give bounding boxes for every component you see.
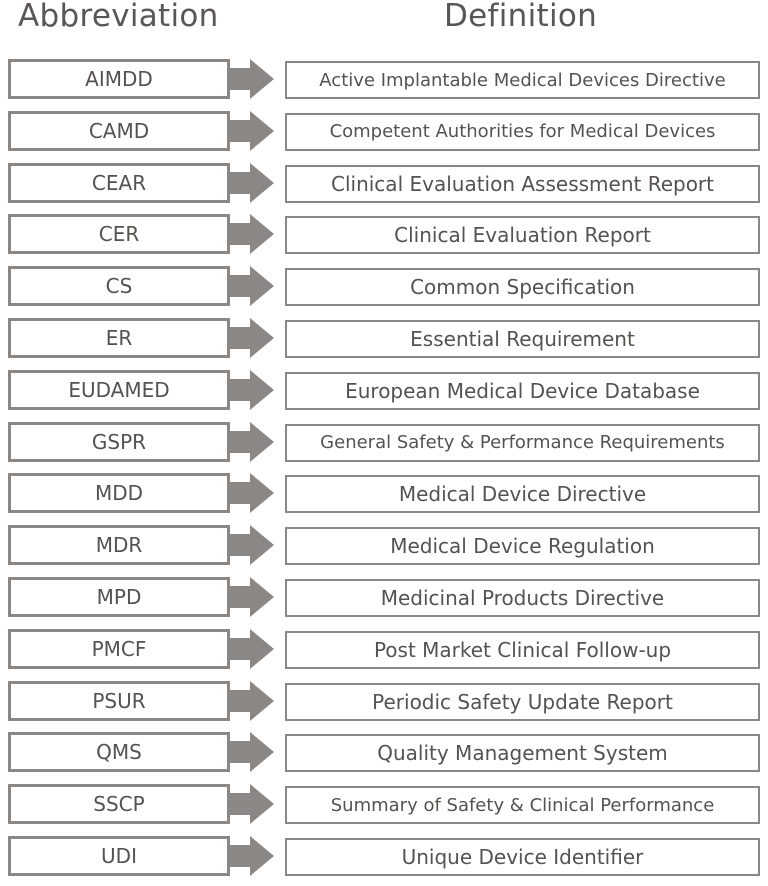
definition-box: Common Specification [285, 268, 760, 307]
arrow-right-icon [230, 266, 274, 307]
definition-box: Post Market Clinical Follow-up [285, 630, 760, 669]
arrow-right-icon [230, 836, 274, 876]
definition-box: Medicinal Products Directive [285, 579, 760, 617]
arrow-right-icon [230, 110, 274, 151]
abbreviation-row: SSCP Summary of Safety & Clinical Perfor… [0, 784, 768, 826]
arrow-right-icon [230, 525, 274, 566]
abbreviation-box: CEAR [8, 162, 230, 203]
abbreviation-box: SSCP [8, 784, 230, 825]
abbreviation-box: MDD [8, 473, 230, 514]
abbreviation-row: PMCF Post Market Clinical Follow-up [0, 628, 768, 671]
abbreviation-row: QMS Quality Management System [0, 732, 768, 774]
abbreviation-box: CAMD [8, 110, 230, 151]
abbreviation-row: MDR Medical Device Regulation [0, 525, 768, 567]
abbreviation-box: PMCF [8, 628, 230, 669]
arrow-right-icon [230, 59, 274, 99]
definition-header: Definition [444, 0, 598, 34]
arrow-right-icon [230, 732, 274, 773]
abbreviation-box: AIMDD [8, 59, 230, 99]
arrow-right-icon [230, 162, 274, 203]
abbreviation-row: UDI Unique Device Identifier [0, 836, 768, 878]
arrow-right-icon [230, 784, 274, 825]
abbreviation-box: UDI [8, 836, 230, 876]
abbreviation-row: CER Clinical Evaluation Report [0, 214, 768, 256]
abbreviation-header: Abbreviation [18, 0, 219, 34]
abbreviation-row: EUDAMED European Medical Device Database [0, 369, 768, 412]
abbreviation-row: MPD Medicinal Products Directive [0, 577, 768, 619]
definition-box: European Medical Device Database [285, 371, 760, 410]
abbreviation-row: AIMDD Active Implantable Medical Devices… [0, 59, 768, 101]
definition-box: Clinical Evaluation Report [285, 216, 760, 255]
definition-box: Clinical Evaluation Assessment Report [285, 164, 760, 203]
abbreviation-row: CAMD Competent Authorities for Medical D… [0, 110, 768, 153]
abbreviation-box: ER [8, 318, 230, 358]
definition-box: Essential Requirement [285, 320, 760, 358]
abbreviation-box: QMS [8, 732, 230, 773]
abbreviation-row: GSPR General Safety & Performance Requir… [0, 421, 768, 464]
abbreviation-row: ER Essential Requirement [0, 318, 768, 360]
definition-box: Quality Management System [285, 734, 760, 773]
arrow-right-icon [230, 369, 274, 410]
definition-box: Active Implantable Medical Devices Direc… [285, 61, 760, 99]
definition-box: Unique Device Identifier [285, 838, 760, 876]
abbreviation-box: MPD [8, 577, 230, 617]
abbreviation-row: PSUR Periodic Safety Update Report [0, 680, 768, 723]
definition-box: Summary of Safety & Clinical Performance [285, 786, 760, 825]
abbreviation-box: MDR [8, 525, 230, 566]
abbreviation-box: EUDAMED [8, 369, 230, 410]
arrow-right-icon [230, 318, 274, 358]
arrow-right-icon [230, 214, 274, 255]
arrow-right-icon [230, 680, 274, 721]
arrow-right-icon [230, 577, 274, 617]
abbreviation-box: GSPR [8, 421, 230, 462]
arrow-right-icon [230, 421, 274, 462]
definition-box: Medical Device Regulation [285, 527, 760, 566]
arrow-right-icon [230, 628, 274, 669]
abbreviation-box: PSUR [8, 680, 230, 721]
definition-box: Medical Device Directive [285, 475, 760, 514]
arrow-right-icon [230, 473, 274, 514]
abbreviation-box: CER [8, 214, 230, 255]
abbreviation-box: CS [8, 266, 230, 307]
abbreviation-row: CEAR Clinical Evaluation Assessment Repo… [0, 162, 768, 205]
abbreviation-row: MDD Medical Device Directive [0, 473, 768, 515]
abbreviation-row: CS Common Specification [0, 266, 768, 308]
definition-box: General Safety & Performance Requirement… [285, 423, 760, 462]
definition-box: Periodic Safety Update Report [285, 682, 760, 721]
definition-box: Competent Authorities for Medical Device… [285, 112, 760, 151]
